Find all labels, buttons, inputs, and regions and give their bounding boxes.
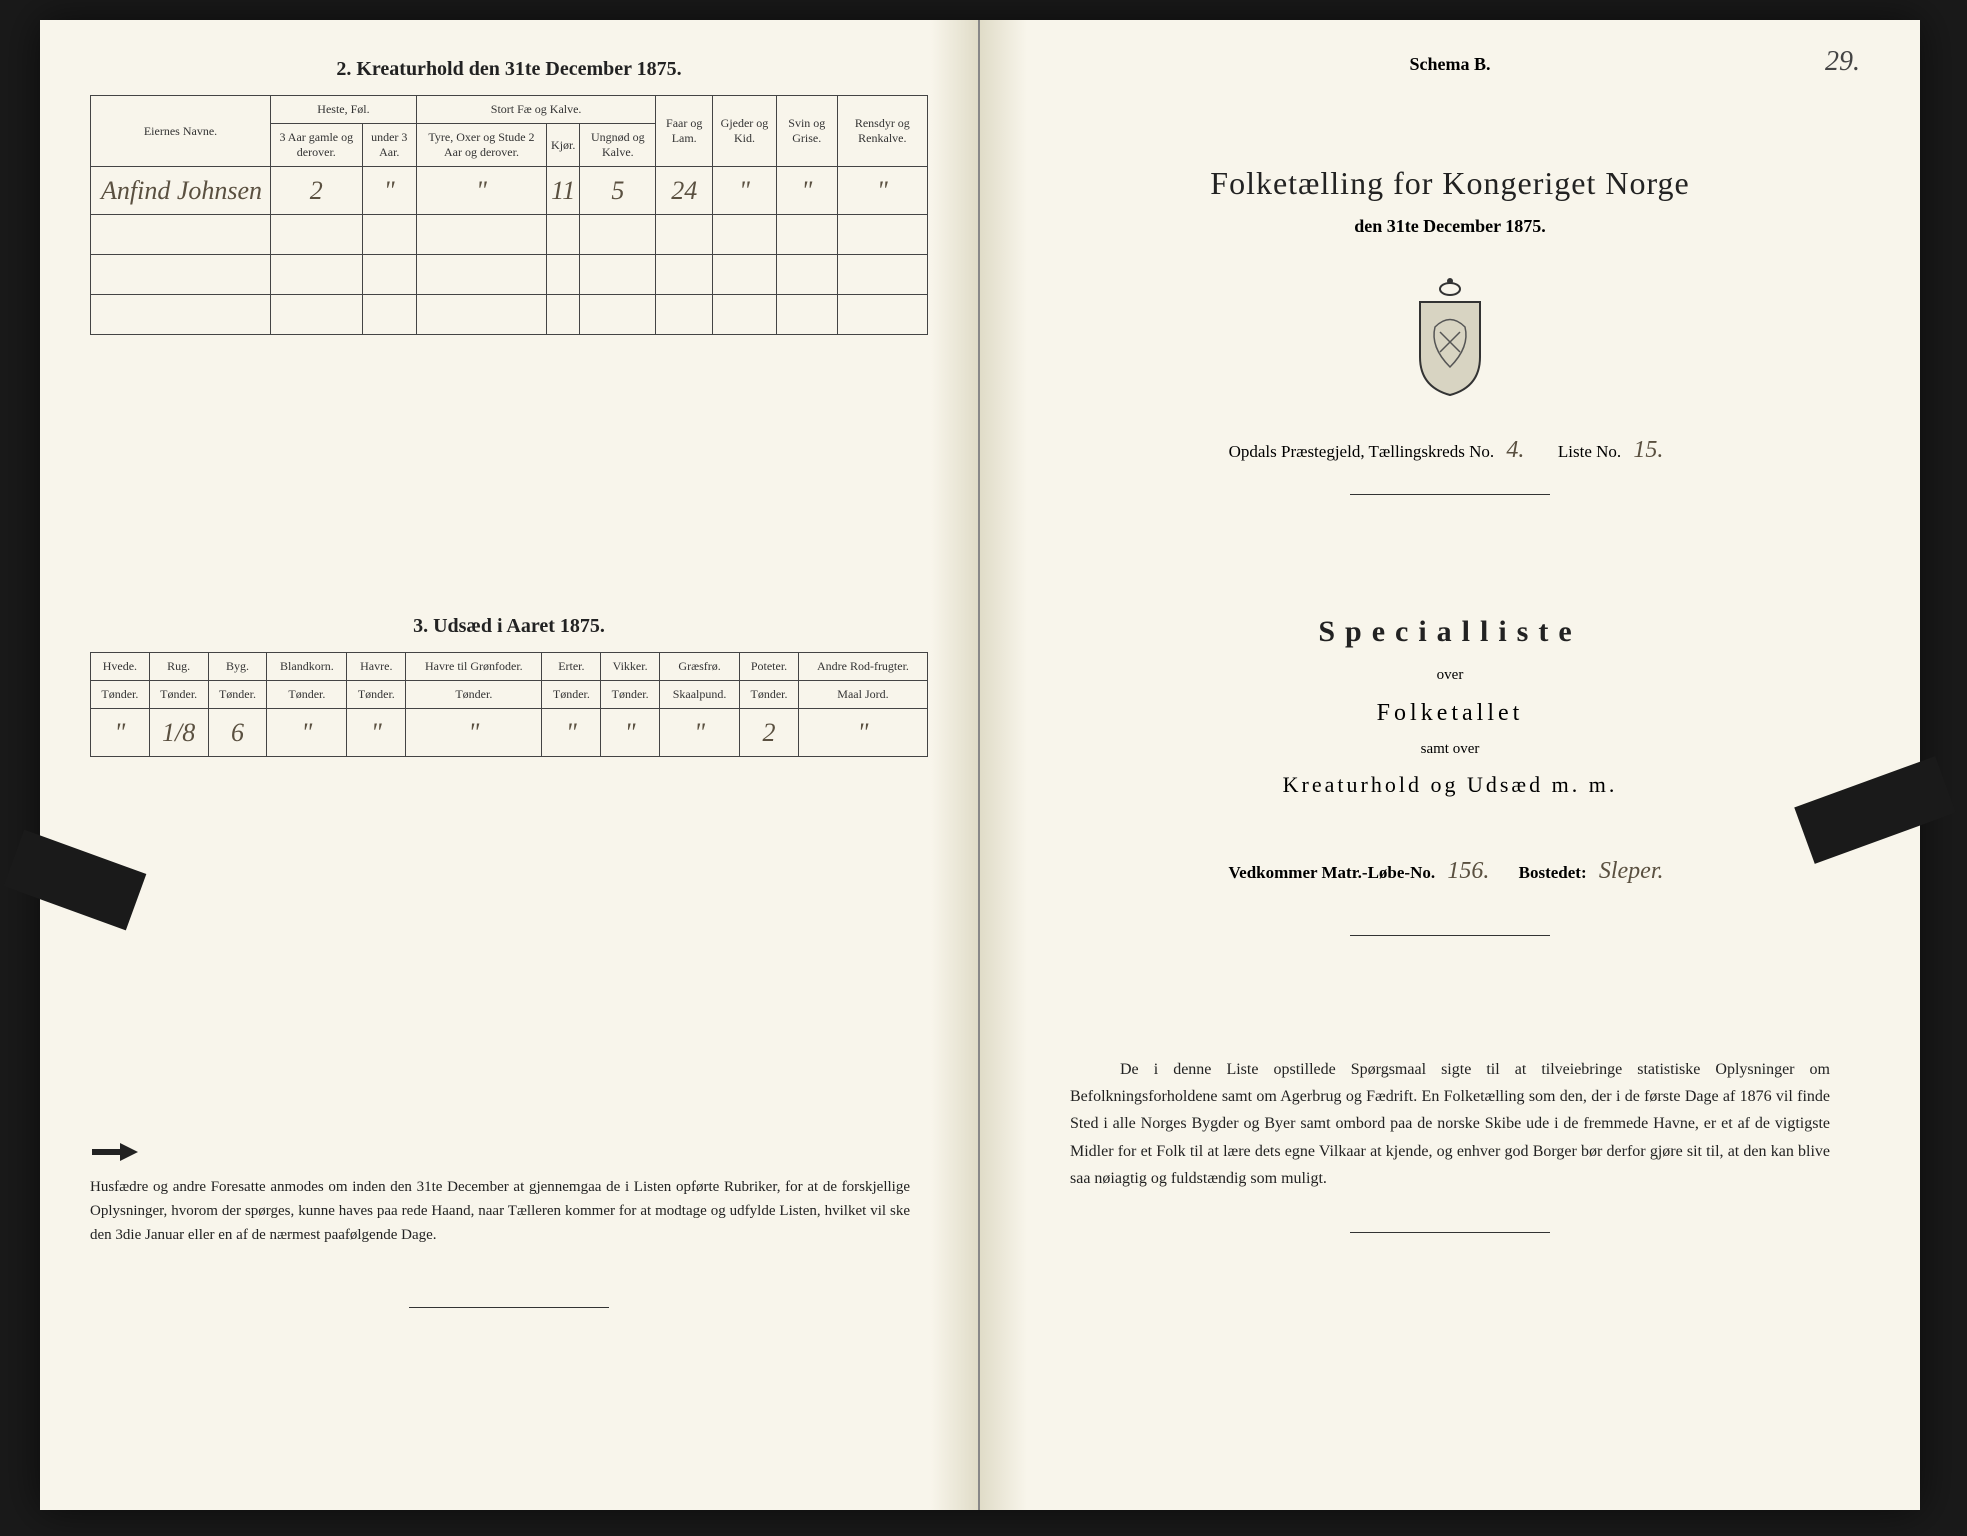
col-s2: Kjør. (547, 124, 580, 167)
seed-unit: Tønder. (406, 681, 542, 709)
col-svin: Svin og Grise. (776, 96, 837, 167)
cell: " (660, 709, 740, 757)
cell: " (406, 709, 542, 757)
folketallet-label: Folketallet (1030, 700, 1870, 727)
book-clip-icon (4, 830, 147, 931)
page-number: 29. (1825, 46, 1860, 78)
table-row (91, 255, 928, 295)
district-line: Opdals Præstegjeld, Tællingskreds No. 4.… (1030, 437, 1870, 464)
book-spread: 2. Kreaturhold den 31te December 1875. E… (40, 20, 1920, 1510)
cell: " (362, 167, 416, 215)
divider (409, 1307, 609, 1308)
cell: 24 (656, 167, 713, 215)
footnote: Husfædre og andre Foresatte anmodes om i… (90, 1137, 928, 1247)
district-number: 4. (1498, 437, 1532, 463)
seed-unit: Tønder. (347, 681, 406, 709)
seed-head: Havre. (347, 653, 406, 681)
cell: " (837, 167, 927, 215)
section-2-title: 2. Kreaturhold den 31te December 1875. (90, 58, 928, 81)
cell: " (776, 167, 837, 215)
seed-head-row: Hvede. Rug. Byg. Blandkorn. Havre. Havre… (91, 653, 928, 681)
cell: " (416, 167, 546, 215)
group-heste: Heste, Føl. (271, 96, 417, 124)
livestock-table: Eiernes Navne. Heste, Føl. Stort Fæ og K… (90, 95, 928, 335)
seed-head: Hvede. (91, 653, 150, 681)
seed-unit: Tønder. (91, 681, 150, 709)
table-row (91, 215, 928, 255)
cell: " (798, 709, 927, 757)
col-faar: Faar og Lam. (656, 96, 713, 167)
col-s1: Tyre, Oxer og Stude 2 Aar og derover. (416, 124, 546, 167)
census-title: Folketælling for Kongeriget Norge (1030, 165, 1870, 202)
seed-head: Havre til Grønfoder. (406, 653, 542, 681)
divider (1350, 1232, 1550, 1233)
seed-unit: Maal Jord. (798, 681, 927, 709)
divider (1350, 494, 1550, 495)
list-number: 15. (1625, 437, 1671, 463)
group-stort: Stort Fæ og Kalve. (416, 96, 655, 124)
seed-head: Rug. (149, 653, 208, 681)
cell: 11 (547, 167, 580, 215)
cell: 1/8 (149, 709, 208, 757)
cell: 6 (208, 709, 267, 757)
samt-label: samt over (1030, 741, 1870, 758)
cell: " (267, 709, 347, 757)
col-h2: under 3 Aar. (362, 124, 416, 167)
col-h1: 3 Aar gamle og derover. (271, 124, 363, 167)
pointing-hand-icon (90, 1137, 140, 1175)
cell: " (713, 167, 777, 215)
matr-label: Vedkommer Matr.-Løbe-No. (1228, 863, 1435, 882)
seed-unit: Tønder. (267, 681, 347, 709)
col-s3: Ungnød og Kalve. (580, 124, 656, 167)
seed-head: Græsfrø. (660, 653, 740, 681)
footnote-text: Husfædre og andre Foresatte anmodes om i… (90, 1175, 910, 1247)
kreaturhold-label: Kreaturhold og Udsæd m. m. (1030, 772, 1870, 798)
bosted-label: Bostedet: (1519, 863, 1587, 882)
divider (1350, 935, 1550, 936)
seed-head: Andre Rod-frugter. (798, 653, 927, 681)
seed-table: Hvede. Rug. Byg. Blandkorn. Havre. Havre… (90, 652, 928, 757)
seed-head: Erter. (542, 653, 601, 681)
table-row (91, 295, 928, 335)
left-page: 2. Kreaturhold den 31te December 1875. E… (40, 20, 980, 1510)
seed-head: Poteter. (740, 653, 799, 681)
col-gjed: Gjeder og Kid. (713, 96, 777, 167)
col-ren: Rensdyr og Renkalve. (837, 96, 927, 167)
vedkommer-line: Vedkommer Matr.-Løbe-No. 156. Bostedet: … (1030, 858, 1870, 885)
seed-unit: Tønder. (149, 681, 208, 709)
owner-name: Anfind Johnsen (91, 167, 271, 215)
specialliste-title: Specialliste (1030, 615, 1870, 649)
cell: " (542, 709, 601, 757)
district-label: Opdals Præstegjeld, Tællingskreds No. (1229, 442, 1495, 461)
cell: " (601, 709, 660, 757)
census-subtitle: den 31te December 1875. (1030, 216, 1870, 237)
section-3-title: 3. Udsæd i Aaret 1875. (90, 615, 928, 638)
seed-head: Blandkorn. (267, 653, 347, 681)
seed-unit: Tønder. (740, 681, 799, 709)
table-row: Anfind Johnsen 2 " " 11 5 24 " " " (91, 167, 928, 215)
seed-unit-row: Tønder. Tønder. Tønder. Tønder. Tønder. … (91, 681, 928, 709)
cell: 5 (580, 167, 656, 215)
seed-unit: Skaalpund. (660, 681, 740, 709)
seed-unit: Tønder. (208, 681, 267, 709)
right-page: Schema B. 29. Folketælling for Kongerige… (980, 20, 1920, 1510)
seed-unit: Tønder. (601, 681, 660, 709)
seed-section: 3. Udsæd i Aaret 1875. Hvede. Rug. Byg. … (90, 615, 928, 757)
list-label: Liste No. (1558, 442, 1621, 461)
table-row: " 1/8 6 " " " " " " 2 " (91, 709, 928, 757)
over-label: over (1030, 667, 1870, 684)
schema-label: Schema B. (1030, 54, 1870, 75)
cell: 2 (271, 167, 363, 215)
instructions-paragraph: De i denne Liste opstillede Spørgsmaal s… (1070, 1056, 1830, 1192)
coat-of-arms-icon (1400, 277, 1500, 397)
seed-unit: Tønder. (542, 681, 601, 709)
cell: " (91, 709, 150, 757)
seed-head: Byg. (208, 653, 267, 681)
col-owner: Eiernes Navne. (91, 96, 271, 167)
cell: 2 (740, 709, 799, 757)
seed-head: Vikker. (601, 653, 660, 681)
matr-number: 156. (1439, 858, 1497, 884)
bosted-value: Sleper. (1591, 858, 1672, 884)
cell: " (347, 709, 406, 757)
